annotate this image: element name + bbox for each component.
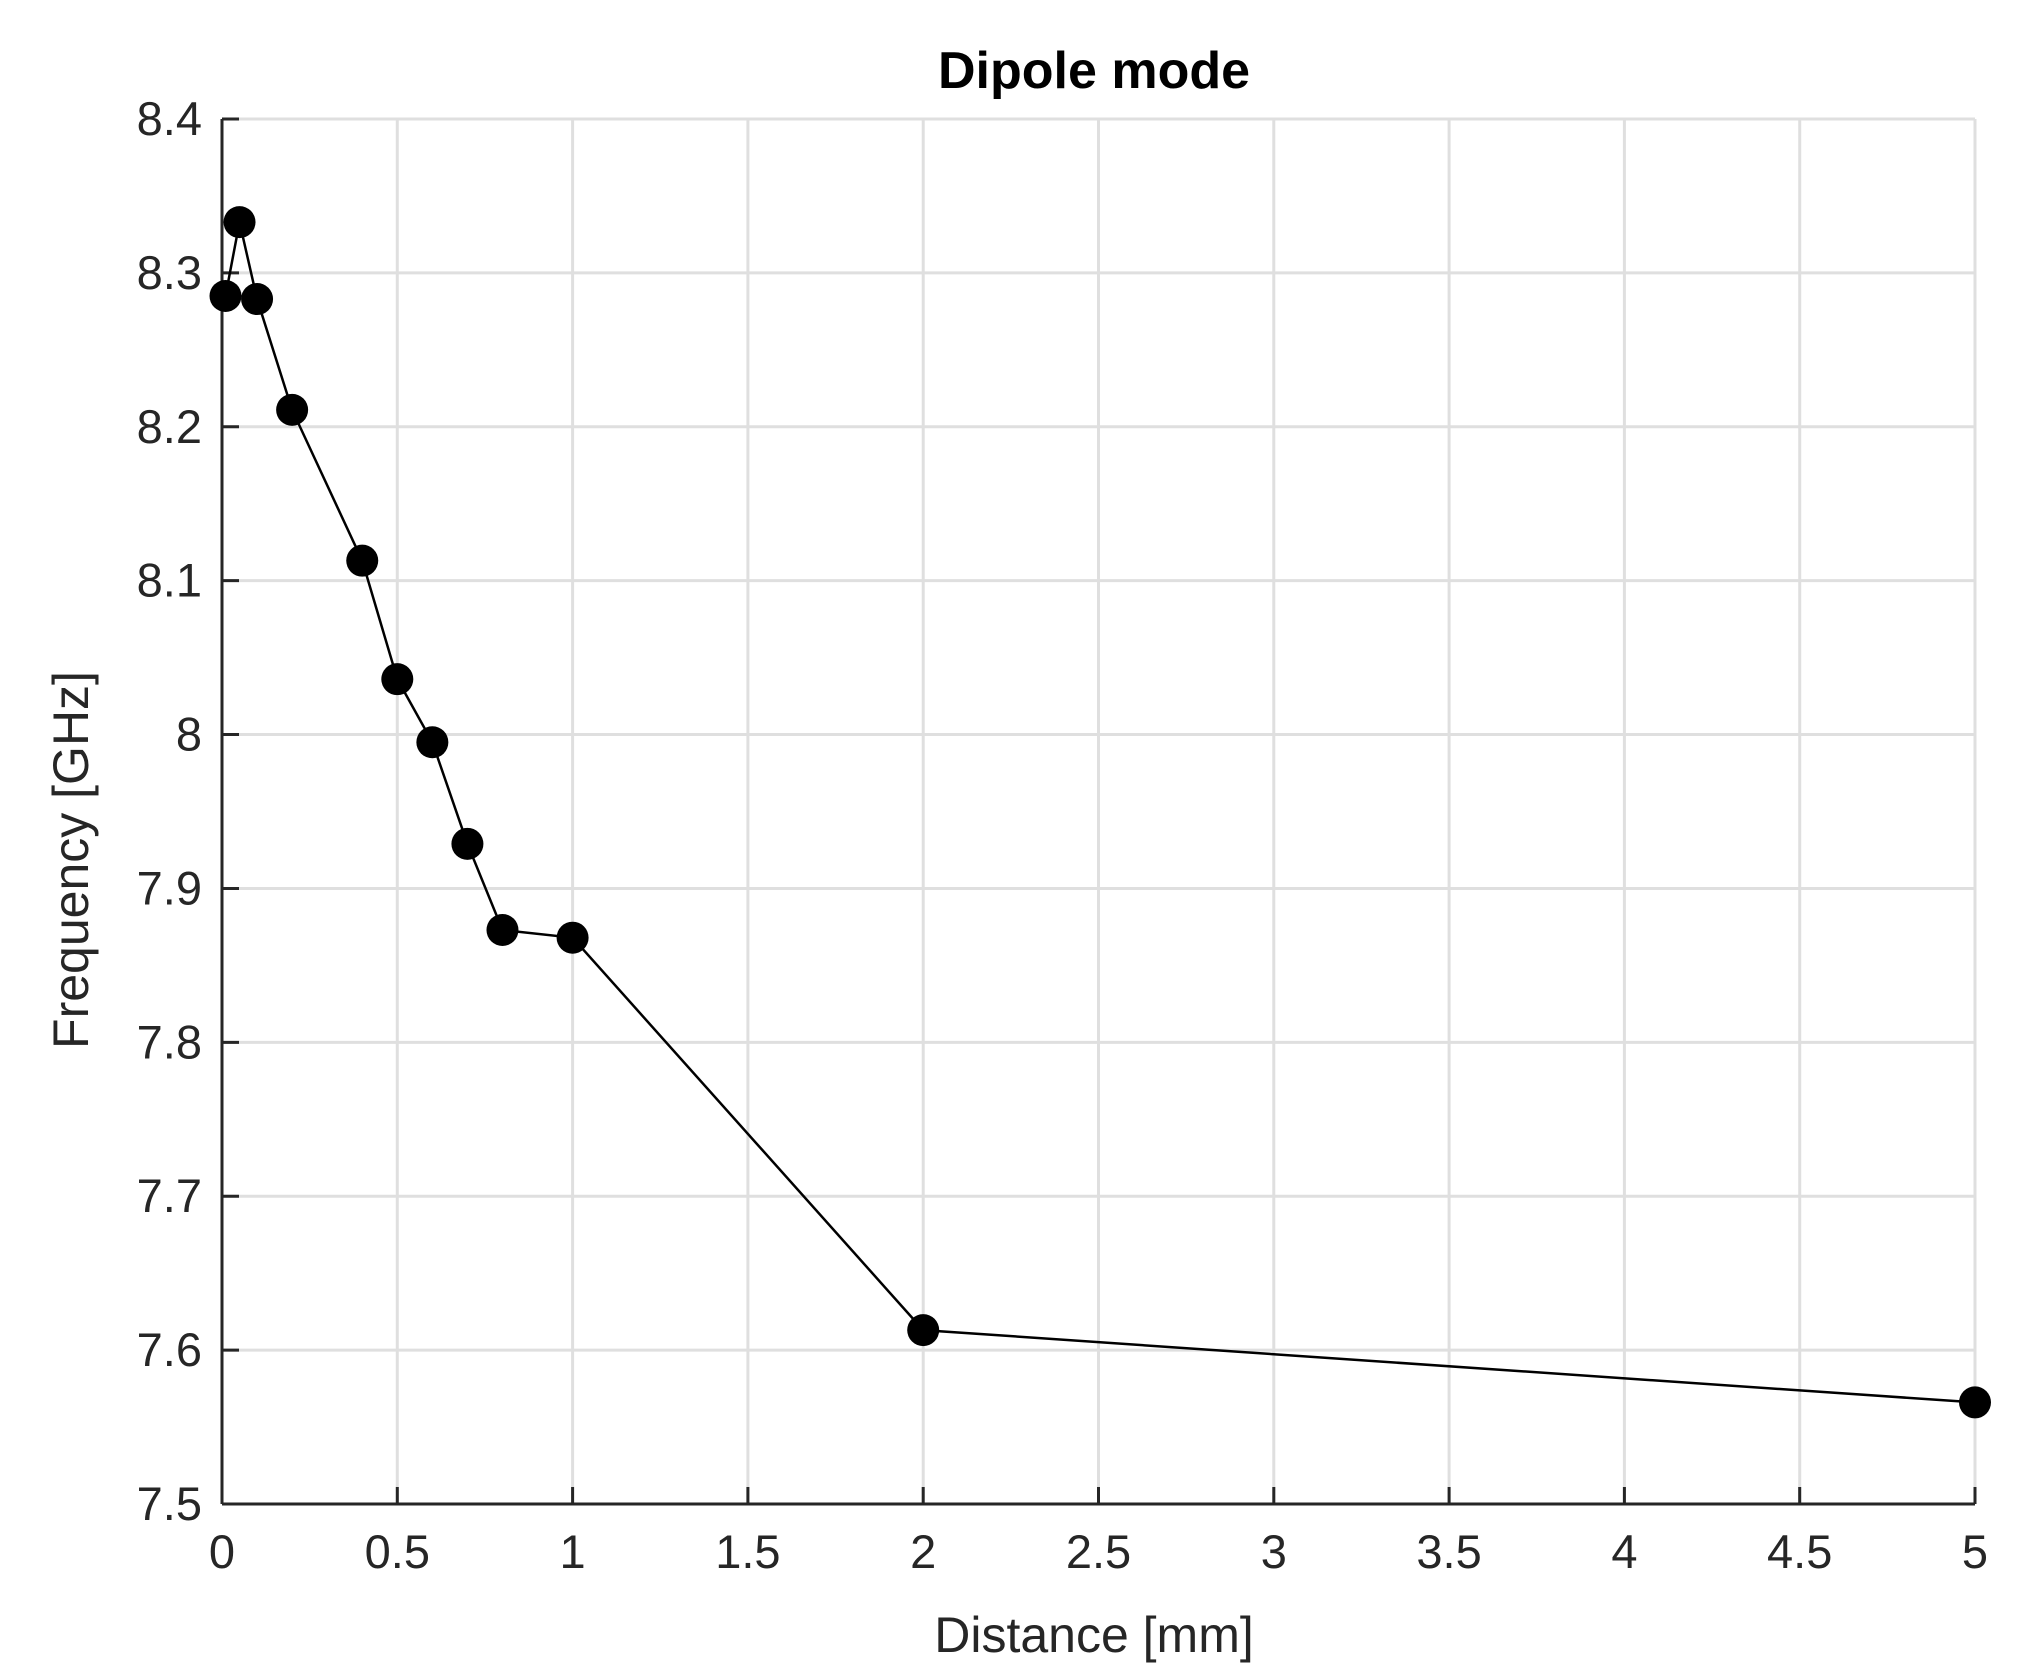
y-tick-label: 8.3 <box>137 246 202 299</box>
data-point <box>907 1314 940 1347</box>
y-tick-label: 7.9 <box>137 861 202 914</box>
x-tick-label: 2.5 <box>1066 1525 1131 1578</box>
data-point <box>556 921 589 954</box>
y-tick-label: 7.7 <box>137 1169 202 1222</box>
x-tick-label: 2 <box>910 1525 936 1578</box>
y-tick-label: 8.2 <box>137 400 202 453</box>
x-tick-label: 1.5 <box>715 1525 780 1578</box>
x-tick-label: 3.5 <box>1416 1525 1481 1578</box>
y-tick-label: 7.8 <box>137 1015 202 1068</box>
grid-layer <box>222 117 1977 1504</box>
data-point <box>276 393 309 426</box>
data-point <box>209 279 242 312</box>
y-tick-label: 7.5 <box>137 1477 202 1530</box>
data-point <box>223 206 256 239</box>
x-axis-label: Distance [mm] <box>934 1607 1254 1663</box>
data-point <box>346 544 379 577</box>
chart-title: Dipole mode <box>938 42 1250 100</box>
x-tick-label: 4.5 <box>1767 1525 1832 1578</box>
y-tick-label: 8.4 <box>137 92 202 145</box>
data-point <box>486 913 519 946</box>
data-point <box>416 726 449 759</box>
x-tick-label: 0 <box>209 1525 235 1578</box>
x-tick-label: 5 <box>1962 1525 1988 1578</box>
data-point <box>241 283 274 316</box>
y-tick-label: 8.1 <box>137 554 202 607</box>
x-tick-label: 4 <box>1611 1525 1637 1578</box>
y-axis-label: Frequency [GHz] <box>43 671 99 1049</box>
series-line <box>224 221 1976 1404</box>
y-tick-label: 7.6 <box>137 1323 202 1376</box>
tick-layer: 0 0.5 1 1.5 2 2.5 3 3.5 4 4.5 5 7.5 7.6 7.7 7.8 7.9 8 8.1… <box>137 92 1988 1578</box>
series-layer <box>209 206 1991 1419</box>
x-tick-label: 0.5 <box>365 1525 430 1578</box>
data-point <box>1959 1386 1991 1419</box>
x-tick-label: 1 <box>560 1525 586 1578</box>
data-point <box>381 663 414 696</box>
y-tick-label: 8 <box>176 708 202 761</box>
data-point <box>451 827 484 860</box>
x-tick-label: 3 <box>1261 1525 1287 1578</box>
